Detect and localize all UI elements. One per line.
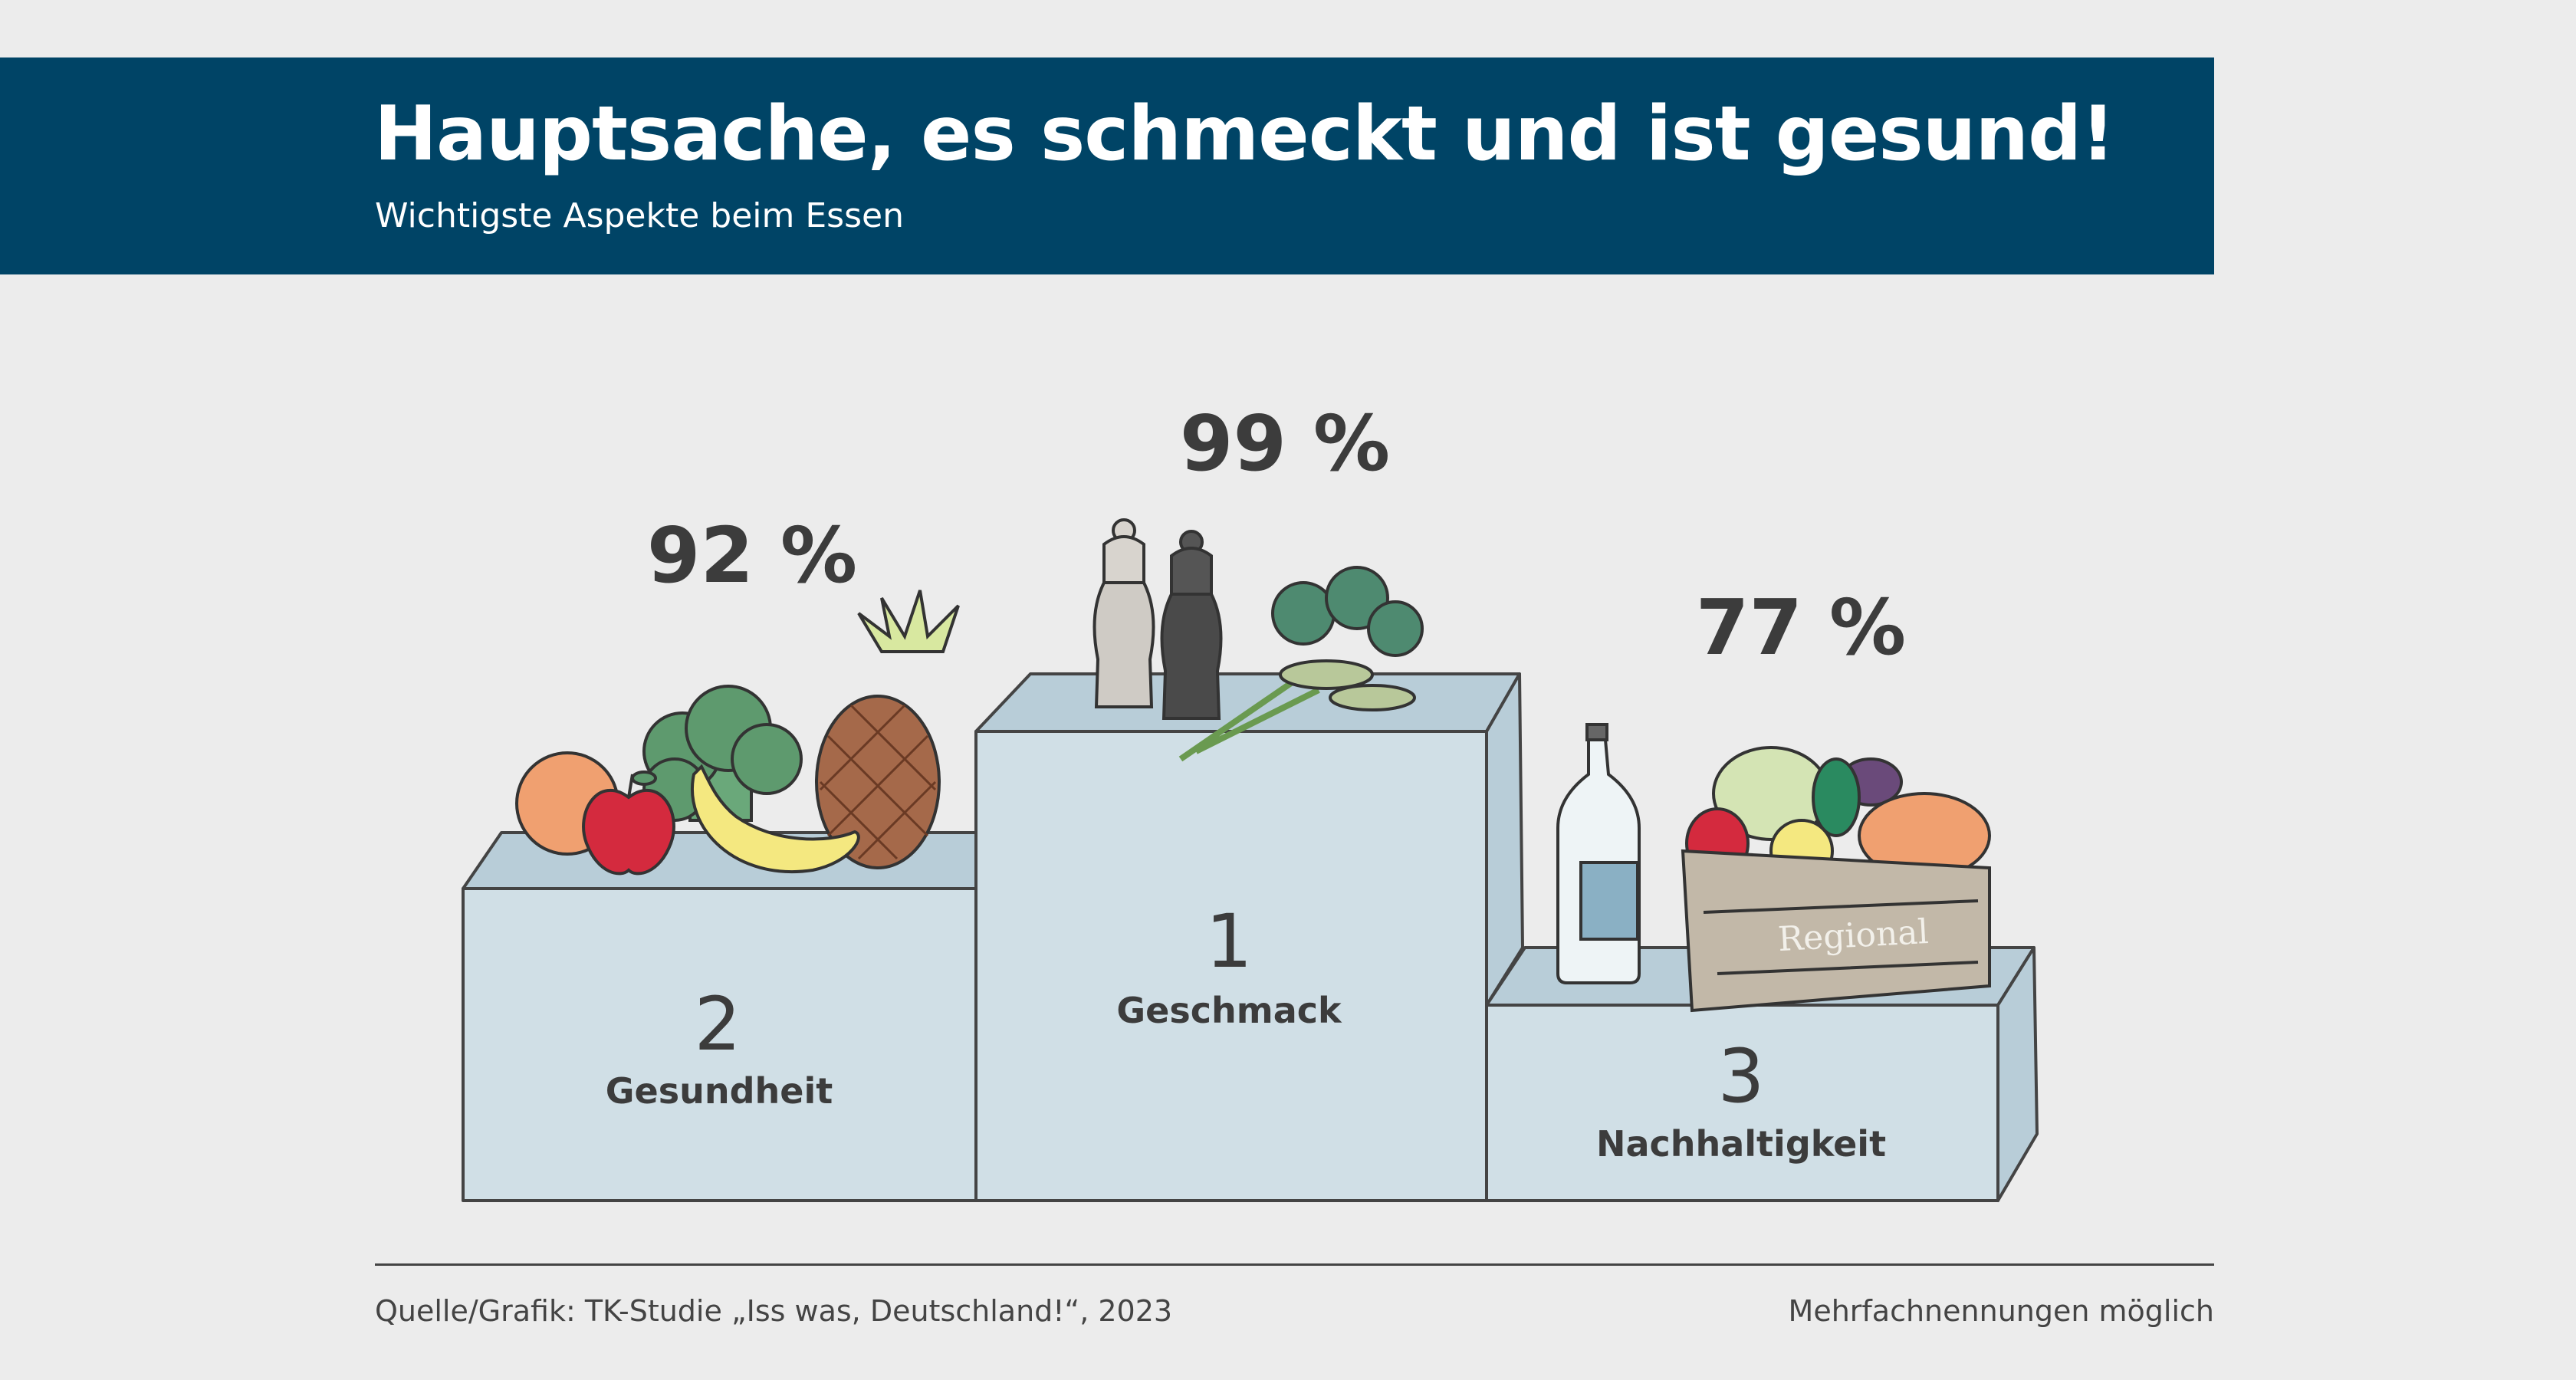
category-label-nachhaltigkeit: Nachhaltigkeit <box>1595 1123 1887 1165</box>
chart-subtitle: Wichtigste Aspekte beim Essen <box>375 196 904 235</box>
category-label-gesundheit: Gesundheit <box>605 1070 833 1112</box>
seasoning-illustration <box>1092 518 1424 762</box>
broccoli-icon <box>642 685 803 822</box>
rank-2: 2 <box>694 981 741 1067</box>
category-label-geschmack: Geschmack <box>1116 990 1342 1031</box>
footer-divider <box>375 1263 2214 1266</box>
value-label-geschmack: 99 % <box>1179 399 1391 488</box>
fruit-illustration <box>515 590 960 876</box>
value-label-nachhaltigkeit: 77 % <box>1695 583 1907 672</box>
value-label-gesundheit: 92 % <box>646 511 858 600</box>
crate-label: Regional <box>1777 912 1930 959</box>
podium-1-front <box>974 730 1488 1202</box>
source-note: Quelle/Grafik: TK-Studie „Iss was, Deuts… <box>375 1294 1173 1328</box>
podium-1-side <box>1485 672 1524 1007</box>
footnote: Mehrfachnennungen möglich <box>1788 1294 2214 1328</box>
pepper-mill-icon <box>1160 530 1223 720</box>
apple-icon <box>582 770 675 876</box>
rank-3: 3 <box>1717 1033 1765 1119</box>
vegetables-icon <box>1685 746 1991 883</box>
regional-illustration <box>1556 723 1991 1013</box>
herbs-icon <box>1178 566 1424 762</box>
podium-2-front <box>462 887 978 1202</box>
header-banner <box>0 58 2214 274</box>
pineapple-icon <box>815 590 960 869</box>
banana-icon <box>691 764 860 873</box>
salt-mill-icon <box>1092 518 1155 708</box>
chart-title: Hauptsache, es schmeckt und ist gesund! <box>374 90 2115 178</box>
rank-1: 1 <box>1205 899 1253 984</box>
water-bottle-icon <box>1556 723 1641 984</box>
